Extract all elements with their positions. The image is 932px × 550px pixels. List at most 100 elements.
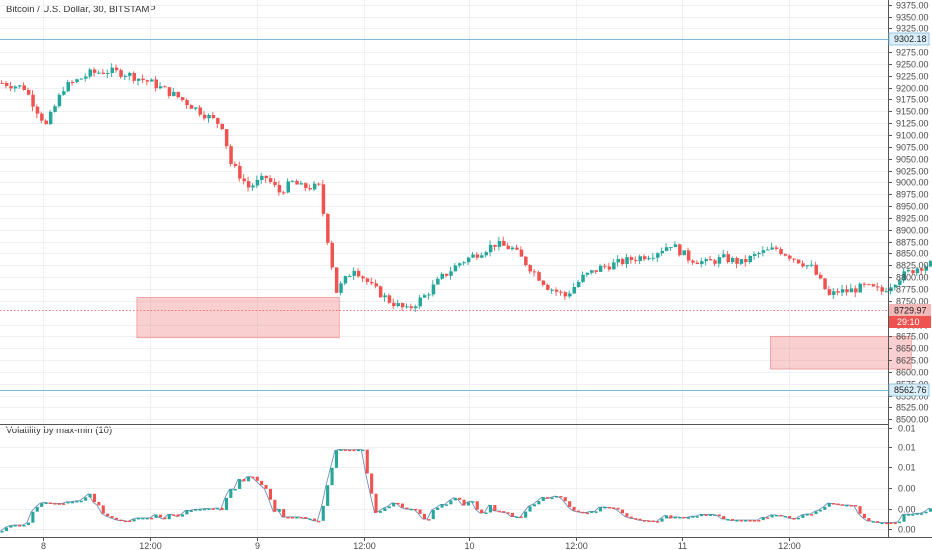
support-zone[interactable] [770, 335, 912, 370]
volatility-bar [392, 502, 396, 507]
candle-body [378, 286, 383, 298]
candle-body [132, 72, 136, 81]
x-tick-label: 8 [41, 541, 46, 550]
volatility-bar [752, 520, 756, 522]
volatility-bar [568, 501, 572, 507]
y-tick-label: 8975.00 [896, 190, 929, 200]
candle-body [370, 281, 374, 284]
volatility-bar [519, 516, 523, 519]
y-tick-label: 9200.00 [896, 84, 929, 94]
x-tick-label: 12:00 [778, 541, 801, 550]
candle-body [348, 275, 352, 277]
y-tick-label: 9100.00 [896, 131, 929, 141]
y-tick-label: 9350.00 [896, 13, 929, 23]
volatility-bar [656, 521, 660, 523]
volatility-bar [484, 512, 488, 514]
y-tick-label: 8775.00 [896, 285, 929, 295]
level-price-label: 8562.76 [894, 385, 927, 395]
volatility-bar [4, 527, 8, 531]
volatility-bar [110, 516, 114, 518]
vol-tick-label: 0.00 [898, 525, 916, 535]
y-tick-label: 8800.00 [896, 273, 929, 283]
volatility-bar [576, 510, 580, 513]
candle-body [902, 271, 906, 281]
vol-tick-label: 0.00 [898, 505, 916, 515]
candle-body [770, 247, 774, 250]
volatility-bar [62, 503, 66, 505]
volatility-line [0, 449, 932, 532]
volatility-bar [691, 516, 695, 518]
volatility-bar [796, 517, 800, 520]
candle-body [145, 80, 150, 82]
volatility-bar [22, 525, 26, 527]
candle-body [563, 292, 568, 297]
volatility-bar [114, 517, 118, 520]
support-zone[interactable] [136, 297, 340, 339]
level-price-tag [888, 383, 930, 397]
volatility-bar [810, 514, 814, 516]
volatility-bar [422, 513, 426, 520]
candle-body [361, 276, 365, 279]
volatility-bar [101, 505, 105, 514]
volatility-bar [427, 519, 431, 521]
candle-body [537, 272, 541, 281]
candle-body [823, 278, 827, 290]
volatility-bar [48, 502, 52, 505]
y-tick-label: 8900.00 [896, 226, 929, 236]
volatility-bar [198, 509, 202, 511]
candle-body [374, 283, 378, 287]
candle-body [704, 259, 708, 262]
candle-body [264, 175, 268, 179]
volatility-bar [488, 505, 492, 513]
price-levels [0, 39, 888, 391]
volatility-bar [598, 507, 602, 512]
volatility-bar [871, 521, 875, 523]
candle-body [321, 184, 326, 214]
volatility-bar [590, 511, 594, 513]
volatility-bar [466, 502, 470, 506]
volatility-bar [9, 525, 13, 528]
candle-body [682, 250, 686, 256]
candle-body [620, 258, 625, 265]
candle-body [431, 284, 436, 295]
volatility-bar [748, 520, 752, 522]
volatility-bar [818, 509, 822, 512]
candle-body [695, 262, 700, 265]
main-chart-title: Bitcoin / U.S. Dollar, 30, BITSTAMP [6, 4, 156, 15]
volatility-axis[interactable]: 0.01 0.01 0.01 0.00 0.00 0.00 [888, 424, 916, 535]
candle-body [154, 79, 158, 89]
candle-body [471, 254, 475, 258]
volatility-bar [75, 501, 79, 503]
candle-body [18, 85, 22, 87]
vol-tick-label: 0.01 [898, 443, 916, 453]
volatility-bar [761, 517, 765, 521]
candle-body [304, 183, 308, 189]
candle-body [220, 123, 224, 130]
candle-body [13, 86, 18, 89]
candle-body [211, 114, 216, 119]
time-axis[interactable]: 8 12:00 9 12:00 10 12:00 11 12:00 [41, 537, 801, 550]
y-tick-label: 9275.00 [896, 48, 929, 58]
candle-body [488, 244, 493, 253]
volatility-bar [167, 514, 171, 520]
volatility-bar [330, 467, 334, 486]
candle-body [722, 254, 726, 258]
candle-body [502, 240, 506, 246]
candle-body [62, 91, 66, 95]
candle-body [638, 256, 642, 262]
volatility-bar [475, 501, 479, 510]
candle-body [167, 87, 172, 96]
x-tick-label: 11 [678, 541, 687, 550]
candle-body [836, 291, 840, 293]
volatility-bar [893, 522, 897, 525]
volatility-bar [0, 531, 4, 533]
candle-body [110, 67, 114, 74]
volatility-bar [436, 507, 440, 511]
volatility-bar [246, 476, 250, 482]
volatility-bar [216, 507, 220, 510]
volatility-bar [123, 520, 127, 523]
candle-body [924, 266, 928, 271]
volatility-bar [189, 510, 193, 513]
volatility-bar [880, 522, 884, 525]
volatility-bar [823, 506, 827, 510]
